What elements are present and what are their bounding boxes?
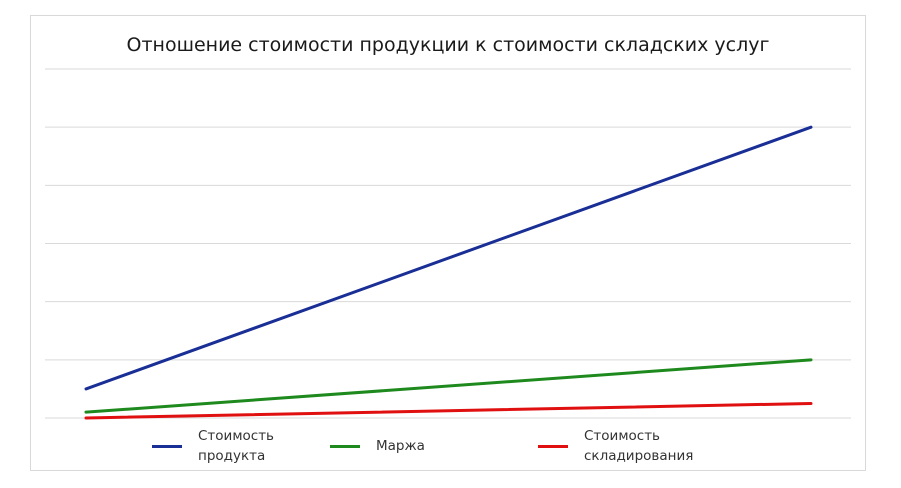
series-line-margin bbox=[84, 358, 813, 414]
legend-item-storage-cost: Стоимость складирования bbox=[538, 426, 693, 466]
legend-swatch-product-cost bbox=[152, 444, 182, 448]
legend-label-margin: Маржа bbox=[376, 438, 425, 454]
legend-item-product-cost: Стоимость продукта bbox=[152, 426, 274, 466]
series-line-storage-cost bbox=[84, 401, 813, 420]
legend-label-storage-cost: Стоимость складирования bbox=[584, 428, 694, 464]
legend-swatch-margin bbox=[330, 444, 360, 448]
legend-item-margin: Маржа bbox=[330, 436, 425, 456]
series-line-product-cost bbox=[84, 125, 813, 391]
legend-swatch-storage-cost bbox=[538, 444, 568, 448]
legend-label-product-cost: Стоимость продукта bbox=[198, 428, 275, 464]
chart-title: Отношение стоимости продукции к стоимост… bbox=[126, 34, 770, 56]
